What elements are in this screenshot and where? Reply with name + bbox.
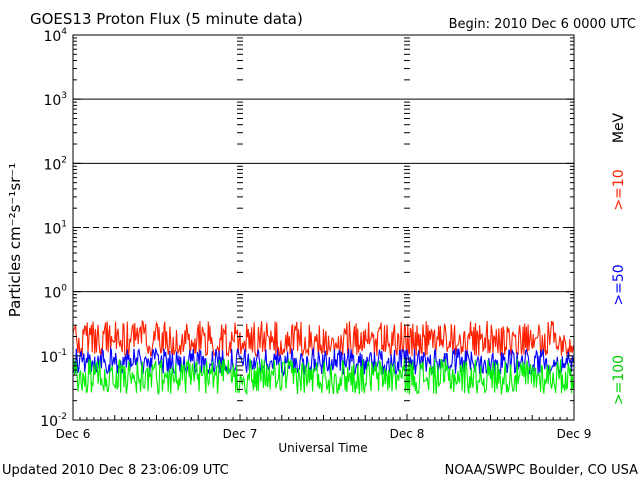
x-axis-label: Universal Time — [278, 441, 367, 455]
y-tick-label: 102 — [43, 155, 67, 173]
y-axis-label: Particles cm⁻²s⁻¹sr⁻¹ — [6, 163, 24, 317]
plot-frame — [72, 34, 575, 421]
x-tick-label: Dec 9 — [557, 427, 592, 441]
series-line-ge10 — [72, 319, 575, 358]
y-tick-label: 10-1 — [40, 348, 67, 366]
y-tick-label: 101 — [43, 220, 67, 238]
y-tick-label: 104 — [43, 27, 67, 45]
begin-timestamp: Begin: 2010 Dec 6 0000 UTC — [449, 17, 636, 32]
chart-title: GOES13 Proton Flux (5 minute data) — [30, 10, 303, 28]
x-tick-label: Dec 6 — [56, 427, 91, 441]
axes: 10-2 10-1 100 101 102 103 104 Dec 6 Dec 7 Dec 8 De… — [40, 27, 591, 441]
legend-ge50: >=50 — [611, 264, 627, 305]
x-tick-label: Dec 8 — [390, 427, 425, 441]
legend-unit-mev: MeV — [611, 112, 627, 143]
y-tick-label: 103 — [43, 91, 67, 109]
source-credit: NOAA/SWPC Boulder, CO USA — [445, 463, 638, 478]
series-layer — [72, 319, 575, 396]
legend-ge100: >=100 — [611, 355, 627, 405]
y-tick-label: 100 — [43, 284, 67, 302]
y-tick-label: 10-2 — [40, 412, 67, 430]
updated-timestamp: Updated 2010 Dec 8 23:06:09 UTC — [2, 463, 229, 478]
legend-ge10: >=10 — [611, 169, 627, 210]
x-tick-label: Dec 7 — [223, 427, 258, 441]
series-line-ge100 — [72, 358, 575, 396]
reference-lines — [73, 98, 574, 293]
